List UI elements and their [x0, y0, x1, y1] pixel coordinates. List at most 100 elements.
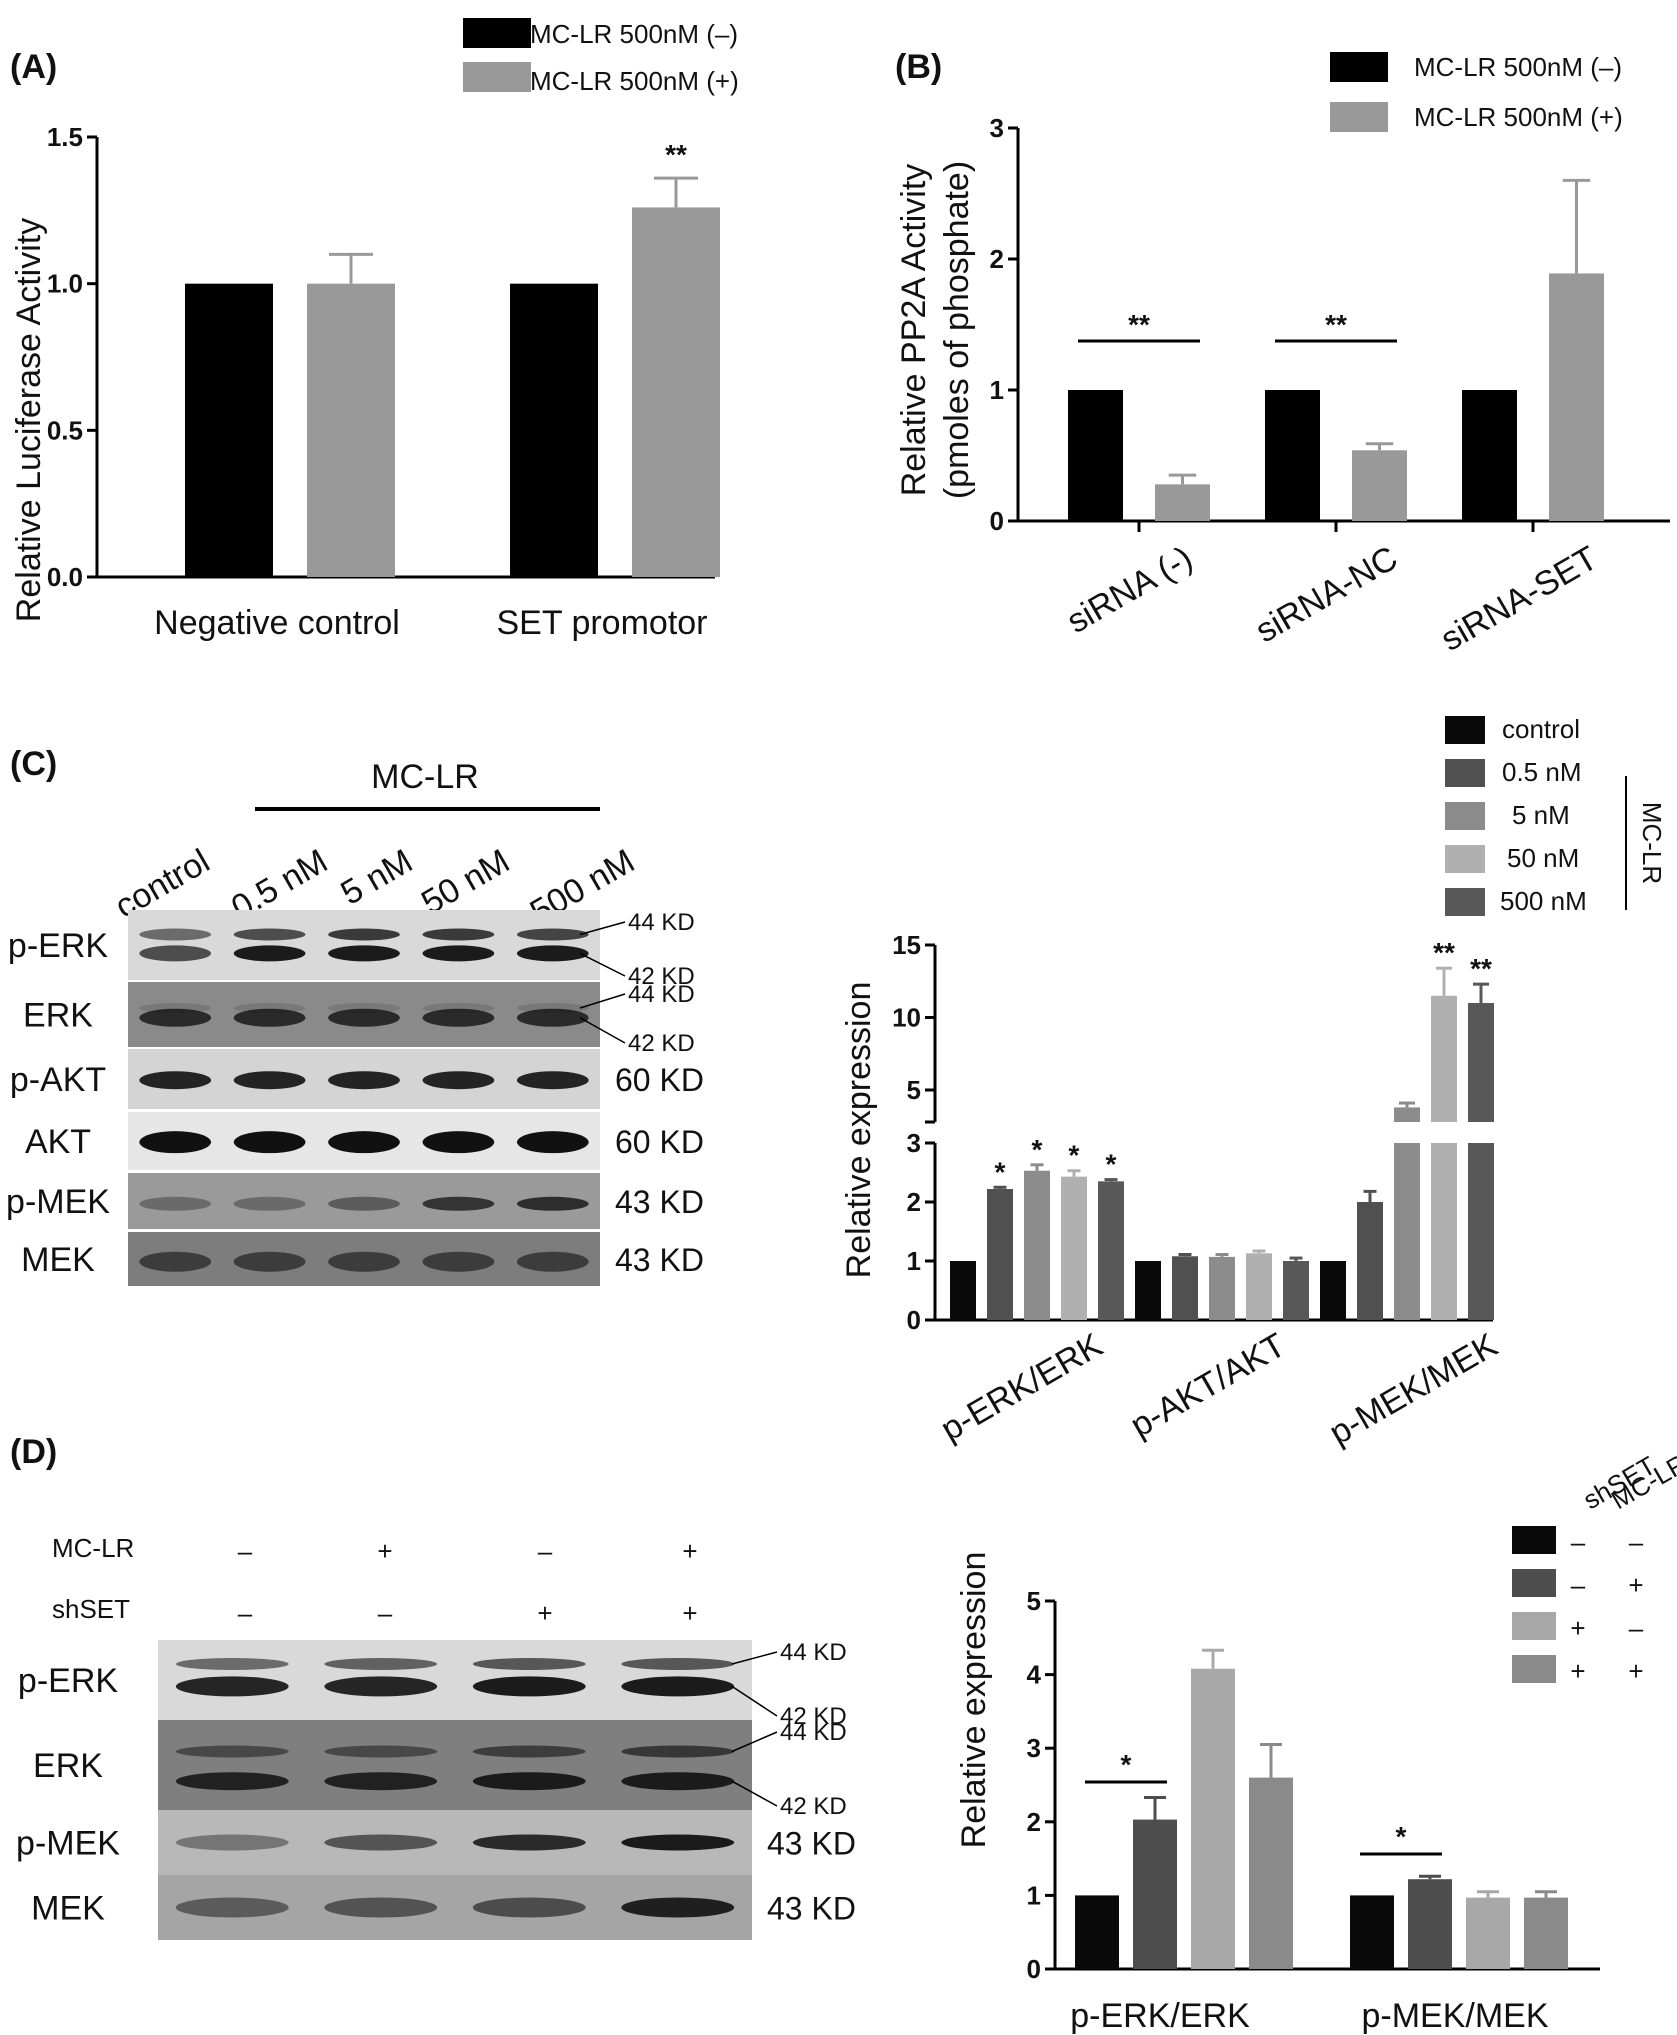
- blot-c-band-3-3-0: [422, 1131, 495, 1154]
- b-tick-label-2: 2: [990, 244, 1004, 274]
- legend-d-1-mclr: +: [1628, 1570, 1643, 1600]
- a-tick-label-3: 1.5: [47, 122, 83, 152]
- panel-a-legend: MC-LR 500nM (–) MC-LR 500nM (+): [463, 18, 739, 96]
- blot-c-band-2-3-0: [422, 1071, 495, 1090]
- blot-c-band-4-0-0: [139, 1196, 212, 1211]
- legend-label-b-0: MC-LR 500nM (–): [1414, 52, 1622, 82]
- legend-c-group-label: MC-LR: [1637, 802, 1667, 884]
- bar-d-1-0: [1350, 1895, 1394, 1969]
- blot-d-band-3-0-0: [175, 1897, 289, 1918]
- bar-c-1-1: [1172, 1256, 1198, 1320]
- c-tick-lower-label-0: 0: [907, 1305, 921, 1335]
- bar-a-1-1: [632, 207, 720, 577]
- bracket-d-label-1: *: [1396, 1821, 1407, 1852]
- bar-c-0-0: [950, 1261, 976, 1320]
- legend-label-a-1: MC-LR 500nM (+): [530, 66, 739, 96]
- bar-a-0-1: [307, 283, 395, 577]
- panel-a-ylabel: Relative Luciferase Activity: [10, 218, 48, 622]
- blot-c-band-4-3-0: [422, 1196, 495, 1211]
- bar-b-1-1: [1352, 450, 1407, 521]
- bar-b-2-0: [1462, 390, 1517, 521]
- legend-d-0-shset: –: [1571, 1527, 1586, 1557]
- bar-c-2-2-upper: [1394, 1107, 1420, 1122]
- blot-d-kd-2-0: 43 KD: [767, 1826, 856, 1862]
- blot-c-band-0-4-1: [516, 945, 589, 962]
- blot-c-row-label-5: MEK: [21, 1241, 95, 1279]
- legend-swatch-d-0: [1512, 1526, 1556, 1554]
- panel-d-label: (D): [10, 1433, 57, 1471]
- legend-label-a-0: MC-LR 500nM (–): [530, 19, 738, 49]
- panel-c-legend: control 0.5 nM 5 nM 50 nM 500 nM MC-LR: [1445, 714, 1667, 916]
- bar-c-1-3: [1246, 1253, 1272, 1320]
- category-label-d-0: p-ERK/ERK: [1070, 1997, 1250, 2035]
- blot-c-band-4-4-0: [516, 1196, 589, 1211]
- blot-d-condition-0-lane-1: +: [377, 1536, 392, 1566]
- panel-d-plot: 0 1 2 3 4 5 * *: [1027, 1586, 1600, 1984]
- blot-c-band-1-4-1: [516, 1008, 589, 1027]
- legend-swatch-d-1: [1512, 1569, 1556, 1597]
- blot-c-band-1-3-1: [422, 1008, 495, 1027]
- blot-c-kd-1-0: 44 KD: [628, 981, 695, 1008]
- bar-b-0-1: [1155, 484, 1210, 521]
- bar-d-0-0: [1075, 1895, 1119, 1969]
- bar-c-1-0: [1135, 1261, 1161, 1320]
- bar-c-2-3-lower: [1431, 1143, 1457, 1320]
- panel-b-ylabel-1: Relative PP2A Activity: [895, 164, 933, 497]
- bar-d-1-1: [1408, 1879, 1452, 1969]
- blot-d-band-3-2-0: [472, 1897, 586, 1918]
- blot-d-band-1-3-0: [621, 1745, 735, 1758]
- legend-label-b-1: MC-LR 500nM (+): [1414, 102, 1623, 132]
- blot-c-row-label-2: p-AKT: [10, 1061, 106, 1099]
- legend-swatch-a-1: [463, 62, 531, 92]
- legend-d-1-shset: –: [1571, 1570, 1586, 1600]
- panel-b-ylabel-2: (pmoles of phosphate): [938, 161, 976, 499]
- legend-d-3-shset: +: [1570, 1656, 1585, 1686]
- annotation-a-0: **: [665, 139, 687, 170]
- d-tick-label-2: 2: [1027, 1807, 1041, 1837]
- panel-a: (A) MC-LR 500nM (–) MC-LR 500nM (+) Rela…: [10, 18, 739, 642]
- blot-d-condition-1-lane-1: –: [378, 1598, 393, 1628]
- legend-d-2-mclr: –: [1629, 1613, 1644, 1643]
- legend-label-c-2: 5 nM: [1512, 800, 1570, 830]
- blot-d-band-2-0-0: [175, 1834, 289, 1851]
- bar-c-0-3: [1061, 1176, 1087, 1320]
- blot-d-kd-line-0-1: [731, 1685, 778, 1717]
- blot-c-row-label-3: AKT: [25, 1123, 91, 1161]
- bar-a-1-0: [510, 283, 598, 577]
- blot-d-band-1-2-0: [472, 1745, 586, 1758]
- annotation-c-0-2: *: [1032, 1134, 1043, 1165]
- blot-c-band-0-0-0: [139, 928, 212, 941]
- blot-d-band-1-1-1: [324, 1772, 438, 1791]
- blot-d-band-1-0-0: [175, 1745, 289, 1758]
- legend-swatch-c-1: [1445, 759, 1485, 787]
- blot-d-condition-1-name: shSET: [52, 1594, 130, 1624]
- bar-c-2-0: [1320, 1261, 1346, 1320]
- bar-a-0-0: [185, 283, 273, 577]
- blot-c-kd-3-0: 60 KD: [615, 1124, 704, 1160]
- c-tick-upper-label-1: 10: [892, 1003, 921, 1033]
- blot-c-band-0-1-0: [233, 928, 306, 941]
- blot-c-band-1-1-1: [233, 1008, 306, 1027]
- bar-d-0-1: [1133, 1819, 1177, 1969]
- annotation-c-0-3: *: [1069, 1140, 1080, 1171]
- blot-c-row-label-0: p-ERK: [8, 927, 108, 965]
- blot-c-band-0-1-1: [233, 945, 306, 962]
- bar-c-2-2-lower: [1394, 1143, 1420, 1320]
- panel-a-label: (A): [10, 48, 57, 86]
- bar-c-2-1: [1357, 1202, 1383, 1320]
- legend-swatch-c-2: [1445, 802, 1485, 830]
- blot-c-band-3-2-0: [328, 1131, 400, 1154]
- annotation-c-2-3: **: [1433, 937, 1455, 968]
- legend-swatch-d-2: [1512, 1612, 1556, 1640]
- bar-c-2-4-lower: [1468, 1143, 1494, 1320]
- blot-d-band-0-2-0: [472, 1658, 586, 1670]
- blot-c-kd-line-0-0: [579, 921, 626, 936]
- annotation-c-2-4: **: [1470, 953, 1492, 984]
- d-tick-label-5: 5: [1027, 1586, 1041, 1616]
- blot-d-band-0-2-1: [472, 1676, 586, 1697]
- blot-d-band-1-3-1: [621, 1772, 735, 1791]
- legend-swatch-d-3: [1512, 1655, 1556, 1683]
